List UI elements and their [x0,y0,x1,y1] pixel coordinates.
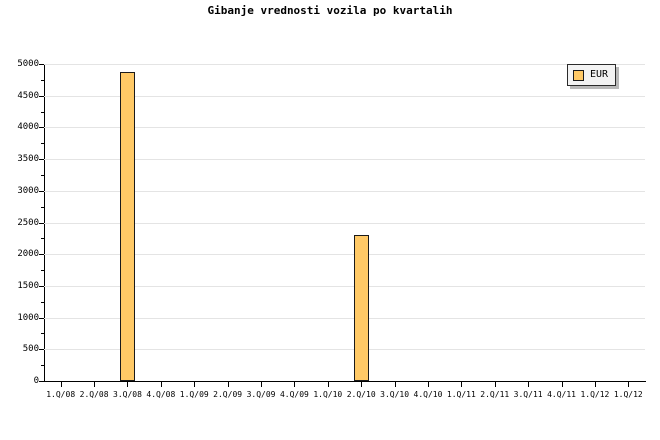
y-axis-major-tick [39,223,44,224]
y-axis-major-tick [39,286,44,287]
x-axis-label: 1.Q/12 [580,390,610,399]
y-axis-minor-tick [41,175,44,176]
x-axis-tick [61,382,62,387]
y-axis-minor-tick [41,80,44,81]
x-axis-label: 1.Q/12 [613,390,643,399]
legend-swatch-eur [573,69,584,81]
x-axis-tick [461,382,462,387]
y-axis-label: 4500 [17,90,39,101]
x-axis-label: 2.Q/10 [346,390,376,399]
bar [353,235,369,381]
x-axis-tick [228,382,229,387]
x-axis-label: 1.Q/10 [313,390,343,399]
y-axis-major-tick [39,318,44,319]
gridline [44,222,645,224]
gridline [44,254,645,256]
x-axis-label: 2.Q/11 [480,390,510,399]
x-axis-tick [361,382,362,387]
gridline [44,64,645,65]
x-axis-tick [328,382,329,387]
x-axis-line [44,381,646,382]
x-axis-tick [294,382,295,387]
x-axis-tick [194,382,195,387]
y-axis-label: 500 [22,344,39,355]
y-axis-minor-tick [41,112,44,113]
bar [119,71,135,381]
x-axis-tick [395,382,396,387]
y-axis-major-tick [39,254,44,255]
y-axis-label: 0 [33,376,39,386]
y-axis-minor-tick [41,333,44,334]
x-axis-label: 1.Q/08 [46,390,76,399]
y-axis-minor-tick [41,365,44,366]
y-axis-minor-tick [41,270,44,271]
y-axis-minor-tick [41,143,44,144]
x-axis-label: 4.Q/09 [279,390,309,399]
x-axis-label: 4.Q/10 [413,390,443,399]
x-axis-label: 3.Q/11 [513,390,543,399]
y-axis-major-tick [39,381,44,382]
legend-label-eur: EUR [590,69,609,80]
x-axis-label: 4.Q/08 [146,390,176,399]
y-axis-major-tick [39,127,44,128]
x-axis-label: 4.Q/11 [547,390,576,399]
x-axis-tick [595,382,596,387]
chart-title: Gibanje vrednosti vozila po kvartalih [207,4,453,17]
gridline [44,285,645,287]
x-axis-tick [161,382,162,387]
y-axis-major-tick [39,159,44,160]
y-axis-minor-tick [41,238,44,239]
gridline [44,317,645,319]
x-axis-label: 1.Q/09 [179,390,209,399]
y-axis-label: 1500 [17,280,39,291]
y-axis-label: 4000 [17,122,39,133]
x-axis-tick [127,382,128,387]
y-axis-major-tick [39,64,44,65]
x-axis-label: 2.Q/08 [79,390,109,399]
y-axis-label: 5000 [17,59,39,69]
x-axis-tick [562,382,563,387]
y-axis-label: 3000 [17,185,39,196]
x-axis-label: 3.Q/09 [246,390,276,399]
gridline [44,159,645,161]
x-axis-label: 1.Q/11 [446,390,476,399]
plot-area [44,64,645,381]
x-axis-tick [495,382,496,387]
y-axis-label: 2000 [17,249,39,260]
gridline [44,190,645,192]
x-axis-tick [261,382,262,387]
x-axis-tick [94,382,95,387]
y-axis-label: 1000 [17,312,39,323]
x-axis-tick [628,382,629,387]
x-axis-label: 2.Q/09 [213,390,243,399]
y-axis-minor-tick [41,207,44,208]
gridline [44,349,645,351]
x-axis-tick [428,382,429,387]
y-axis-major-tick [39,349,44,350]
x-axis-tick [528,382,529,387]
y-axis-major-tick [39,191,44,192]
y-axis-major-tick [39,96,44,97]
y-axis-label: 3500 [17,154,39,165]
gridline [44,127,645,129]
x-axis-label: 3.Q/08 [113,390,142,399]
gridline [44,95,645,97]
y-axis-label: 2500 [17,217,39,228]
chart-legend[interactable]: EUR [567,64,617,86]
y-axis-labels: 0 500 1000 1500 2000 2500 3000 3500 4000 4500 5000 [0,0,39,440]
y-axis-minor-tick [41,302,44,303]
x-axis-label: 3.Q/10 [380,390,410,399]
